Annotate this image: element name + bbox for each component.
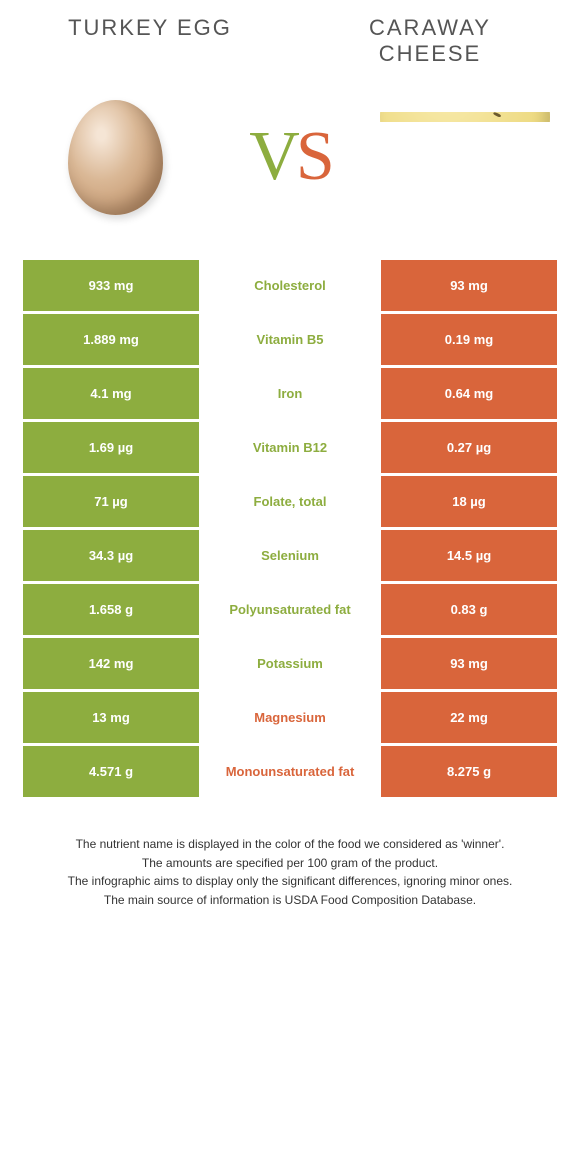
nutrient-name: Selenium [202, 530, 378, 581]
table-row: 4.571 gMonounsaturated fat8.275 g [23, 746, 557, 797]
table-row: 34.3 µgSelenium14.5 µg [23, 530, 557, 581]
vs-label: VS [249, 117, 331, 197]
value-right: 0.64 mg [381, 368, 557, 419]
egg-icon [68, 100, 163, 215]
value-left: 4.571 g [23, 746, 199, 797]
value-left: 1.69 µg [23, 422, 199, 473]
table-row: 4.1 mgIron0.64 mg [23, 368, 557, 419]
table-row: 933 mgCholesterol93 mg [23, 260, 557, 311]
value-right: 14.5 µg [381, 530, 557, 581]
value-right: 0.27 µg [381, 422, 557, 473]
value-left: 933 mg [23, 260, 199, 311]
value-right: 22 mg [381, 692, 557, 743]
table-row: 1.658 gPolyunsaturated fat0.83 g [23, 584, 557, 635]
title-left: TURKEY EGG [50, 15, 250, 41]
nutrient-name: Monounsaturated fat [202, 746, 378, 797]
footer-notes: The nutrient name is displayed in the co… [30, 835, 550, 909]
nutrient-name: Iron [202, 368, 378, 419]
table-row: 13 mgMagnesium22 mg [23, 692, 557, 743]
note-line: The infographic aims to display only the… [30, 872, 550, 891]
value-left: 1.889 mg [23, 314, 199, 365]
title-right: CARAWAY CHEESE [330, 15, 530, 67]
value-right: 0.19 mg [381, 314, 557, 365]
nutrient-name: Polyunsaturated fat [202, 584, 378, 635]
table-row: 71 µgFolate, total18 µg [23, 476, 557, 527]
nutrient-name: Vitamin B12 [202, 422, 378, 473]
value-right: 0.83 g [381, 584, 557, 635]
value-right: 18 µg [381, 476, 557, 527]
value-left: 142 mg [23, 638, 199, 689]
nutrient-name: Folate, total [202, 476, 378, 527]
note-line: The amounts are specified per 100 gram o… [30, 854, 550, 873]
value-right: 8.275 g [381, 746, 557, 797]
header-row: TURKEY EGG CARAWAY CHEESE [0, 0, 580, 77]
caraway-cheese-image [380, 87, 550, 227]
header-right: CARAWAY CHEESE [330, 15, 530, 67]
nutrient-name: Cholesterol [202, 260, 378, 311]
value-left: 71 µg [23, 476, 199, 527]
nutrient-name: Vitamin B5 [202, 314, 378, 365]
note-line: The nutrient name is displayed in the co… [30, 835, 550, 854]
turkey-egg-image [30, 87, 200, 227]
vs-v: V [249, 118, 296, 195]
table-row: 1.69 µgVitamin B120.27 µg [23, 422, 557, 473]
note-line: The main source of information is USDA F… [30, 891, 550, 910]
header-left: TURKEY EGG [50, 15, 250, 67]
nutrient-name: Magnesium [202, 692, 378, 743]
table-row: 1.889 mgVitamin B50.19 mg [23, 314, 557, 365]
vs-s: S [296, 118, 331, 195]
value-left: 13 mg [23, 692, 199, 743]
value-left: 34.3 µg [23, 530, 199, 581]
nutrient-name: Potassium [202, 638, 378, 689]
value-left: 4.1 mg [23, 368, 199, 419]
value-right: 93 mg [381, 260, 557, 311]
nutrient-table: 933 mgCholesterol93 mg1.889 mgVitamin B5… [20, 257, 560, 800]
images-row: VS [0, 77, 580, 257]
table-row: 142 mgPotassium93 mg [23, 638, 557, 689]
value-left: 1.658 g [23, 584, 199, 635]
cheese-icon [380, 112, 550, 202]
value-right: 93 mg [381, 638, 557, 689]
